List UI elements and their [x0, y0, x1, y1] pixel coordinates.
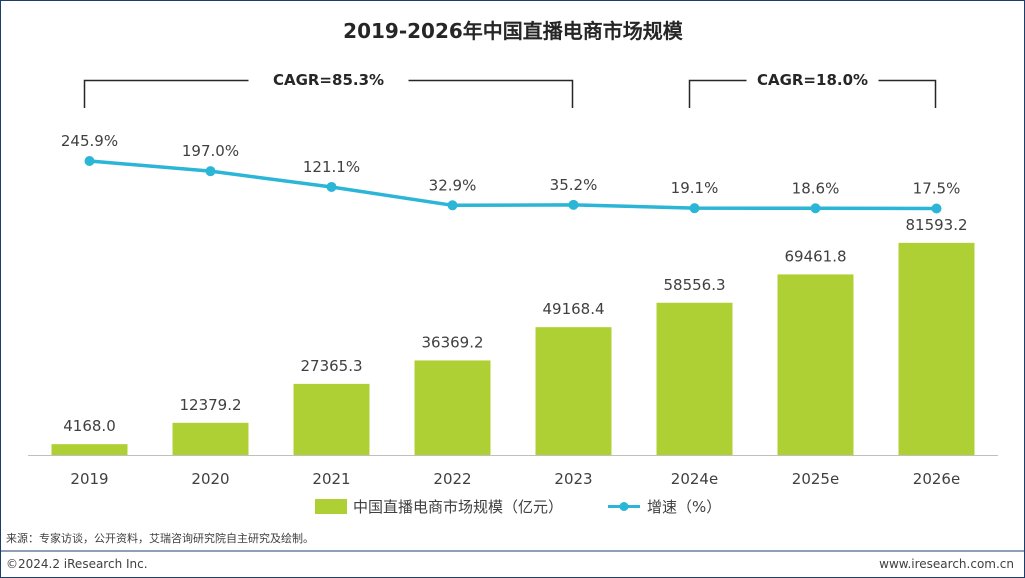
- growth-value-label: 18.6%: [792, 179, 840, 197]
- bar-2022: [414, 360, 491, 455]
- bar-2024e: [656, 302, 733, 455]
- bar-series: 4168.0 12379.2 27365.3 36369.2 49168.4 58556.…: [51, 216, 975, 455]
- copyright: ©2024.2 iResearch Inc.: [6, 557, 148, 571]
- x-tick-label: 2020: [191, 470, 229, 488]
- growth-point-2023: [568, 199, 579, 210]
- bar-value-label: 49168.4: [542, 300, 604, 318]
- growth-value-label: 35.2%: [550, 176, 598, 194]
- growth-point-2019: [84, 156, 95, 166]
- x-tick-labels: 2019 2020 2021 2022 2023 2024e 2025e 2026e: [70, 470, 960, 488]
- bar-value-label: 12379.2: [179, 396, 241, 414]
- cagr-annotations: CAGR=85.3% CAGR=18.0%: [83, 71, 937, 108]
- growth-value-label: 32.9%: [429, 176, 477, 194]
- bar-2020: [172, 422, 249, 455]
- growth-value-label: 17.5%: [913, 180, 961, 198]
- bar-2025e: [777, 274, 854, 455]
- x-tick-label: 2024e: [671, 470, 718, 488]
- growth-value-label: 19.1%: [671, 179, 719, 197]
- growth-point-2020: [205, 166, 216, 177]
- bar-value-label: 27365.3: [300, 357, 362, 375]
- cagr-bracket: CAGR=18.0%: [688, 71, 937, 108]
- bar-2026e: [898, 242, 975, 455]
- growth-point-2026e: [931, 203, 942, 214]
- bar-value-label: 4168.0: [63, 417, 116, 435]
- growth-point-2022: [447, 200, 458, 211]
- bar-2019: [51, 444, 128, 455]
- growth-point-2025e: [810, 203, 821, 214]
- legend-line-marker: [619, 502, 629, 511]
- growth-point-2024e: [689, 203, 700, 214]
- legend-bar-swatch: [315, 499, 347, 514]
- source-note: 来源：专家访谈，公开资料，艾瑞咨询研究院自主研究及绘制。: [6, 531, 314, 545]
- x-tick-label: 2021: [312, 470, 350, 488]
- chart-title: 2019-2026年中国直播电商市场规模: [343, 19, 684, 43]
- cagr-label: CAGR=85.3%: [273, 71, 384, 89]
- bar-value-label: 36369.2: [421, 333, 483, 351]
- bar-value-label: 81593.2: [905, 216, 967, 234]
- legend-bar-label: 中国直播电商市场规模（亿元）: [353, 498, 563, 516]
- x-tick-label: 2023: [554, 470, 592, 488]
- growth-line-series: 245.9% 197.0% 121.1% 32.9% 35.2% 19.1% 18.6% 17…: [61, 132, 960, 214]
- growth-point-2021: [326, 181, 337, 192]
- website: www.iresearch.com.cn: [879, 557, 1014, 571]
- cagr-bracket-line: [688, 79, 937, 108]
- growth-value-label: 197.0%: [182, 142, 239, 160]
- growth-line: [89, 159, 937, 211]
- bar-2023: [535, 327, 612, 455]
- x-tick-label: 2019: [70, 470, 108, 488]
- cagr-bracket-line: [83, 79, 574, 108]
- growth-value-label: 121.1%: [303, 158, 360, 176]
- x-tick-label: 2026e: [913, 470, 960, 488]
- legend-line-label: 增速（%）: [647, 498, 721, 516]
- legend: 中国直播电商市场规模（亿元） 增速（%）: [315, 498, 721, 516]
- bar-value-label: 69461.8: [784, 247, 846, 265]
- cagr-label: CAGR=18.0%: [757, 71, 868, 89]
- bar-2021: [293, 383, 370, 455]
- bar-value-label: 58556.3: [663, 276, 725, 294]
- growth-value-label: 245.9%: [61, 132, 118, 150]
- cagr-bracket: CAGR=85.3%: [83, 71, 574, 108]
- x-tick-label: 2022: [433, 470, 471, 488]
- x-tick-label: 2025e: [792, 470, 839, 488]
